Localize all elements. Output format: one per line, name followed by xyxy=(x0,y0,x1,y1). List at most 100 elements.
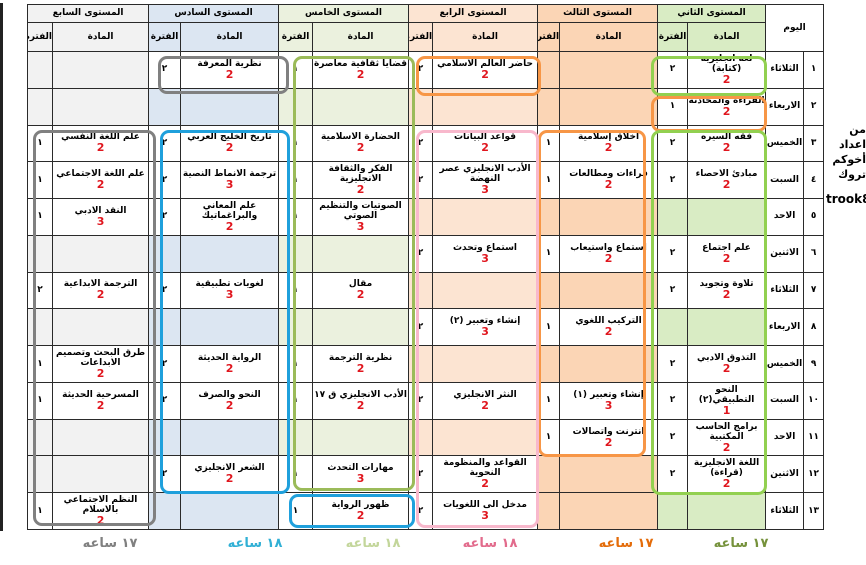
period-cell: ١ xyxy=(278,492,314,530)
table-row: ٨ الاربعاء التركيب اللغوي 2 ١ إنشاء وتعبير (٢… xyxy=(26,308,825,347)
period-column-header: الفترة xyxy=(26,22,54,52)
subject-name: اللغة الانجليزية (قراءة) xyxy=(693,458,760,479)
subject-cell xyxy=(52,87,150,126)
subject-name: النثر الانجليزي xyxy=(453,389,517,400)
subject-cell xyxy=(559,198,659,236)
period-cell xyxy=(26,87,54,126)
period-cell: ١ xyxy=(537,124,561,163)
credit-hours: 2 xyxy=(722,104,731,118)
period-cell: ٢ xyxy=(657,345,689,383)
credit-hours: 2 xyxy=(356,288,365,302)
table-row: ١ الثلاثاء لغة انجليزية (كتابة) 2 ٢ حاضر العا… xyxy=(26,51,825,89)
credit-hours: 2 xyxy=(604,325,613,339)
credit-hours: 3 xyxy=(225,288,234,302)
period-cell: ١ xyxy=(278,161,314,200)
subject-name: انترنت واتصالات xyxy=(572,426,645,437)
period-cell: ١ xyxy=(537,161,561,200)
subject-cell xyxy=(52,234,150,273)
period-cell xyxy=(408,198,434,236)
period-cell: ١ xyxy=(26,381,54,420)
day-name: الاحد xyxy=(765,198,805,236)
day-name: الاحد xyxy=(765,418,805,457)
day-name: الاربعاء xyxy=(765,87,805,126)
period-cell: ٢ xyxy=(657,418,689,457)
row-number: ١ xyxy=(803,51,825,89)
period-cell: ٢ xyxy=(657,381,689,420)
period-cell: ٢ xyxy=(408,492,434,530)
level-header-3: المستوى الثالث xyxy=(537,4,659,23)
subject-name: النقد الادبي xyxy=(74,205,127,216)
day-header: اليوم xyxy=(765,4,825,52)
subject-cell: الرواية الحديثة 2 xyxy=(180,345,280,383)
subject-cell: ترجمة الانماط النصية 3 xyxy=(180,161,280,200)
credit-hours: 3 xyxy=(481,325,489,339)
schedule-table: اليوم المستوى الثاني المستوى الثالث المس… xyxy=(26,4,825,530)
row-number: ٧ xyxy=(803,271,825,310)
subject-name: الحضارة الاسلامية xyxy=(321,132,401,143)
period-cell: ٢ xyxy=(408,455,434,494)
subject-cell: الترجمة الابداعية 2 xyxy=(52,271,150,310)
credit-hours: 2 xyxy=(604,141,613,155)
subject-name: إنشاء وتعبير (١) xyxy=(573,389,644,400)
credit-hours: 2 xyxy=(722,440,731,454)
table-row: ٦ الاثنين علم اجتماع 2 ٢ استماع واستيعاب 2 ١ است… xyxy=(26,234,825,273)
subject-column-header: المادة xyxy=(180,22,280,52)
period-cell: ١ xyxy=(537,234,561,273)
subject-name: استماع واستيعاب xyxy=(570,242,647,253)
subject-name: الفكر والثقافة الانجليزية xyxy=(328,164,393,185)
subject-name: النحو والصرف xyxy=(198,389,261,400)
author-credit: من اعداد أخوكم تروك trook8 xyxy=(826,122,866,207)
period-cell: ٢ xyxy=(657,455,689,494)
subject-name: علم اللغة النفسي xyxy=(61,132,140,143)
period-cell xyxy=(26,308,54,347)
subject-name: لغويات تطبيقية xyxy=(195,279,264,290)
level-header-2: المستوى الثاني xyxy=(657,4,767,23)
subject-cell: اللغة الانجليزية (قراءة) 2 xyxy=(687,455,767,494)
subject-name: النظم الاجتماعي بالاسلام xyxy=(63,495,138,516)
period-cell xyxy=(657,198,689,236)
credit-hours: 1 xyxy=(722,403,731,417)
period-cell: ١ xyxy=(26,345,54,383)
period-cell: ١ xyxy=(26,198,54,236)
subject-name: علم المعاني والبراغماتيك xyxy=(201,200,258,221)
period-cell xyxy=(148,87,182,126)
period-cell: ٢ xyxy=(148,381,182,420)
period-cell xyxy=(408,418,434,457)
credit-hours: 2 xyxy=(604,435,613,449)
subject-name: مبادئ الاحصاء xyxy=(695,169,758,180)
period-cell: ١ xyxy=(537,308,561,347)
table-row: ١٢ الاثنين اللغة الانجليزية (قراءة) 2 ٢ القوا… xyxy=(26,455,825,494)
subject-cell: إنشاء وتعبير (٢) 3 xyxy=(432,308,539,347)
credit-hours: 2 xyxy=(356,67,365,81)
period-cell: ١ xyxy=(278,51,314,89)
credit-hours: 2 xyxy=(356,509,365,523)
subject-cell xyxy=(180,492,280,530)
credit-hours: 2 xyxy=(722,72,731,86)
subject-cell: النظم الاجتماعي بالاسلام 2 xyxy=(52,492,150,530)
row-number: ١٠ xyxy=(803,381,825,420)
row-number: ٥ xyxy=(803,198,825,236)
credit-hours: 2 xyxy=(96,367,105,380)
level-header-7: المستوى السابع xyxy=(26,4,150,23)
credit-hours: 2 xyxy=(225,362,234,375)
subject-cell: المسرحية الحديثة 2 xyxy=(52,381,150,420)
subject-cell xyxy=(180,308,280,347)
subject-cell: مبادئ الاحصاء 2 xyxy=(687,161,767,200)
table-row: ١٠ السبت النحو التطبيقي(٢) 1 ٢ إنشاء وتعبير (… xyxy=(26,381,825,420)
subject-cell: استماع وتحدث 3 xyxy=(432,234,539,273)
subject-name: التركيب اللغوي xyxy=(575,316,642,327)
credit-hours: 2 xyxy=(481,67,489,81)
subject-cell xyxy=(312,234,410,273)
subject-cell xyxy=(432,418,539,457)
period-cell xyxy=(537,492,561,530)
subject-name: القواعد والمنظومة النحوية xyxy=(443,458,527,479)
subject-name: الرواية الحديثة xyxy=(197,353,262,363)
subject-cell: مهارات التحدث 3 xyxy=(312,455,410,494)
author-handle: trook8 xyxy=(826,192,866,206)
table-row: ١١ الاحد برامج الحاسب المكتبية 2 ٢ انترنت وات… xyxy=(26,418,825,457)
subject-name: قراءات ومطالعات xyxy=(569,169,648,180)
period-column-header: الفترة xyxy=(537,22,561,52)
period-cell xyxy=(278,234,314,273)
row-number: ٢ xyxy=(803,87,825,126)
subject-cell: فقه السيره 2 xyxy=(687,124,767,163)
